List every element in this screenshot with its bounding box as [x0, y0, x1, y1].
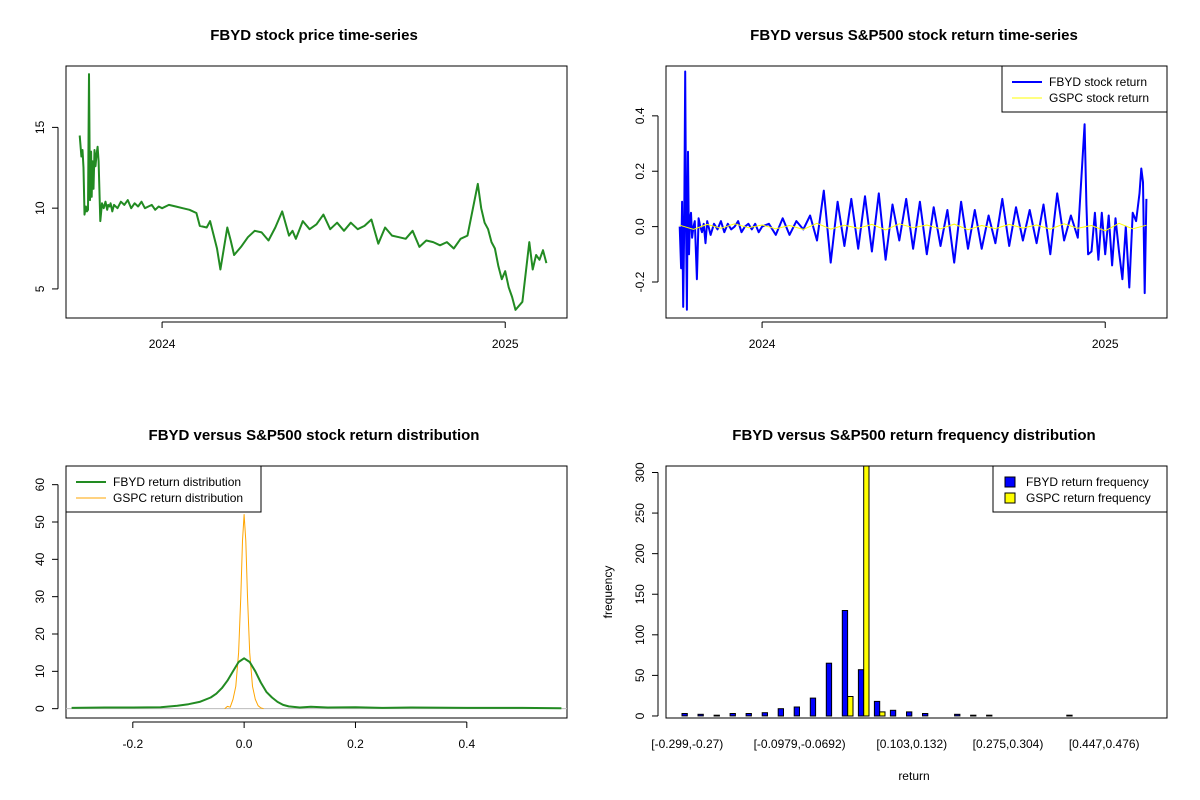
panel4-bars — [681, 465, 1073, 717]
fbyd-frequency-bar — [922, 713, 929, 717]
panel3-legend: FBYD return distribution GSPC return dis… — [65, 465, 262, 513]
price-timeseries-panel: FBYD stock price time-series 5 10 15 2024 20… — [33, 27, 568, 351]
panel3-lines — [66, 514, 567, 710]
panel1-x-tick-label: 2024 — [149, 337, 176, 351]
panel2-y-tick-label: 0.0 — [633, 218, 647, 235]
fbyd-frequency-bar — [954, 713, 961, 717]
panel2-y-tick-label: 0.4 — [633, 107, 647, 124]
fbyd-density-line — [71, 657, 562, 710]
fbyd-frequency-bar — [873, 700, 881, 717]
panel3-x-tick-label: 0.4 — [458, 737, 475, 751]
panel3-x-tick-label: 0.2 — [347, 737, 364, 751]
legend-swatch-fbyd-hist — [1004, 476, 1016, 488]
panel2-legend-box — [1001, 65, 1168, 113]
gspc-return-line — [679, 222, 1147, 232]
legend-label-gspc-hist: GSPC return frequency — [1026, 491, 1151, 505]
panel4-x-axis-label: return — [898, 769, 929, 783]
legend-label-gspc-return: GSPC stock return — [1049, 91, 1149, 105]
fbyd-frequency-bar — [970, 714, 977, 717]
panel2-legend: FBYD stock return GSPC stock return — [1001, 65, 1168, 113]
legend-label-fbyd-density: FBYD return distribution — [113, 475, 241, 489]
panel3-y-tick-label: 20 — [33, 627, 47, 641]
fbyd-frequency-bar — [986, 714, 993, 717]
fbyd-price-line — [78, 73, 548, 311]
panel3-x-tick-label: 0.0 — [236, 737, 253, 751]
panel3-y-tick-label: 40 — [33, 552, 47, 566]
panel2-x-tick-label: 2024 — [749, 337, 776, 351]
panel1-y-tick-label: 5 — [33, 285, 47, 292]
panel3-y-tick-label: 30 — [33, 590, 47, 604]
panel4-x-category-label: [-0.299,-0.27) — [651, 737, 723, 751]
fbyd-frequency-bar — [761, 712, 769, 717]
panel3-title: FBYD versus S&P500 stock return distribu… — [149, 427, 480, 444]
panel4-y-tick-label: 200 — [633, 543, 647, 563]
fbyd-frequency-bar — [906, 711, 913, 717]
fbyd-frequency-bar — [777, 708, 785, 717]
gspc-frequency-bar — [879, 711, 886, 717]
panel3-axes: 0 10 20 30 40 50 60 -0.2 0.0 0.2 0.4 — [33, 478, 475, 751]
panel4-x-category-label: [0.103,0.132) — [876, 737, 947, 751]
panel4-x-category-label: [0.447,0.476) — [1069, 737, 1140, 751]
panel2-lines — [678, 70, 1148, 311]
legend-label-fbyd-return: FBYD stock return — [1049, 75, 1147, 89]
panel2-axes: -0.2 0.0 0.2 0.4 2024 2025 — [633, 107, 1119, 351]
panel4-axes: 0 50 100 150 200 250 300 [-0.299,-0.27) [-0.0979… — [633, 462, 1140, 751]
fbyd-frequency-bar — [809, 697, 817, 717]
panel1-x-tick-label: 2025 — [492, 337, 519, 351]
panel4-legend-box — [992, 465, 1168, 513]
panel3-y-tick-label: 60 — [33, 478, 47, 492]
panel4-y-axis-label: frequency — [601, 566, 615, 619]
panel1-plot-frame — [65, 65, 568, 319]
fbyd-frequency-bar — [857, 669, 865, 717]
panel4-y-tick-label: 0 — [633, 712, 647, 719]
panel1-lines — [78, 73, 548, 311]
panel1-y-tick-label: 10 — [33, 201, 47, 215]
fbyd-frequency-bar — [681, 713, 688, 717]
panel4-x-category-label: [-0.0979,-0.0692) — [754, 737, 846, 751]
fbyd-frequency-bar — [793, 706, 801, 717]
panel1-y-tick-label: 15 — [33, 120, 47, 134]
return-timeseries-panel: FBYD versus S&P500 stock return time-ser… — [633, 27, 1168, 351]
panel3-plot-frame — [65, 465, 568, 719]
panel2-x-tick-label: 2025 — [1092, 337, 1119, 351]
panel4-x-category-label: [0.275,0.304) — [973, 737, 1044, 751]
panel1-title: FBYD stock price time-series — [210, 27, 418, 44]
fbyd-frequency-bar — [713, 714, 720, 717]
fbyd-frequency-bar — [729, 713, 736, 717]
panel4-y-tick-label: 300 — [633, 462, 647, 482]
fbyd-frequency-bar — [745, 713, 752, 717]
gspc-density-line — [224, 514, 264, 710]
panel4-plot-frame — [665, 465, 1168, 719]
frequency-histogram-panel: FBYD versus S&P500 return frequency dist… — [601, 427, 1168, 783]
panel4-y-tick-label: 100 — [633, 624, 647, 644]
fbyd-frequency-bar — [697, 713, 704, 717]
panel3-y-tick-label: 0 — [33, 705, 47, 712]
fbyd-return-line — [678, 70, 1148, 311]
gspc-frequency-bar — [847, 696, 854, 717]
return-distribution-panel: FBYD versus S&P500 stock return distribu… — [33, 427, 568, 751]
panel4-y-tick-label: 150 — [633, 584, 647, 604]
fbyd-frequency-bar — [889, 709, 897, 717]
panel2-plot-frame — [665, 65, 1168, 319]
panel4-title: FBYD versus S&P500 return frequency dist… — [732, 427, 1095, 444]
panel3-y-tick-label: 50 — [33, 515, 47, 529]
panel4-legend: FBYD return frequency GSPC return freque… — [992, 465, 1168, 513]
fbyd-frequency-bar — [841, 610, 849, 717]
fbyd-frequency-bar — [825, 662, 833, 717]
fbyd-frequency-bar — [1066, 714, 1073, 717]
legend-label-fbyd-hist: FBYD return frequency — [1026, 475, 1149, 489]
panel3-y-tick-label: 10 — [33, 664, 47, 678]
panel1-axes: 5 10 15 2024 2025 — [33, 120, 519, 351]
panel2-title: FBYD versus S&P500 stock return time-ser… — [750, 27, 1078, 44]
panel3-x-tick-label: -0.2 — [122, 737, 143, 751]
panel3-legend-box — [65, 465, 262, 513]
panel4-y-tick-label: 50 — [633, 668, 647, 682]
panel2-y-tick-label: -0.2 — [633, 271, 647, 292]
panel4-y-tick-label: 250 — [633, 503, 647, 523]
panel2-y-tick-label: 0.2 — [633, 163, 647, 180]
legend-label-gspc-density: GSPC return distribution — [113, 491, 243, 505]
gspc-frequency-bar — [863, 465, 870, 717]
legend-swatch-gspc-hist — [1004, 492, 1016, 504]
